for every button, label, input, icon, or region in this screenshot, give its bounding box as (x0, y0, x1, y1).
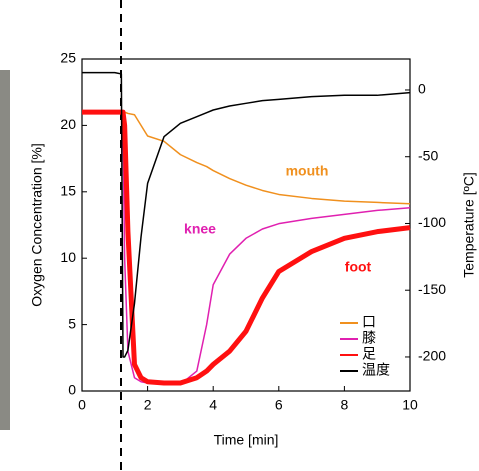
series-line (82, 111, 411, 386)
legend-label: 膝 (362, 330, 376, 346)
x-tick-label: 0 (78, 397, 86, 413)
y2-tick-label: 0 (418, 81, 426, 97)
x-axis-label: Time [min] (214, 432, 279, 448)
legend-label: 温度 (362, 362, 390, 378)
y-tick-label: 15 (60, 183, 76, 199)
y-tick-label: 5 (68, 315, 76, 331)
y2-axis-label: Temperature [ºC] (461, 172, 477, 278)
y-tick-label: 25 (60, 50, 76, 66)
annotation: mouth (286, 163, 329, 179)
plot-frame (81, 58, 411, 392)
legend-label: 口 (362, 314, 376, 330)
x-tick-label: 2 (144, 397, 152, 413)
series-line (82, 109, 411, 386)
x-tick-label: 4 (209, 397, 217, 413)
y-tick-label: 10 (60, 249, 76, 265)
series-line (82, 71, 411, 358)
annotation: knee (184, 221, 216, 237)
y-tick-label: 20 (60, 116, 76, 132)
x-tick-label: 6 (275, 397, 283, 413)
y2-tick-label: -100 (418, 214, 446, 230)
y-tick-label: 0 (68, 382, 76, 398)
legend-label: 足 (362, 346, 376, 362)
y2-tick-label: -200 (418, 348, 446, 364)
y2-tick-label: -50 (418, 147, 438, 163)
y-axis-label: Oxygen Concentration [%] (29, 143, 45, 306)
photo-strip (0, 70, 10, 430)
x-tick-label: 10 (402, 397, 418, 413)
series-line (82, 111, 411, 205)
x-tick-label: 8 (341, 397, 349, 413)
annotation: foot (345, 259, 372, 275)
y2-tick-label: -150 (418, 281, 446, 297)
